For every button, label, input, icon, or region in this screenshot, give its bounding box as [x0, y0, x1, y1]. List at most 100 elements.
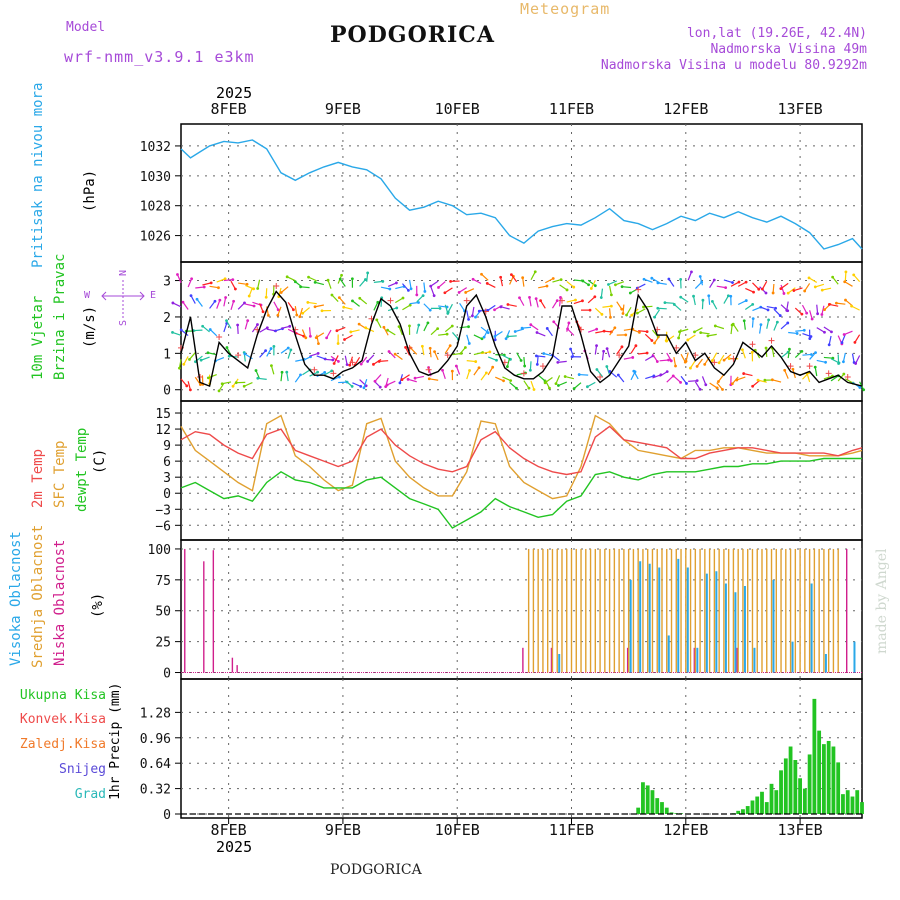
- y-tick-label: 0.96: [140, 732, 171, 747]
- wind-arrow-head: [233, 287, 237, 291]
- wind-arrow: [687, 334, 696, 341]
- wind-arrow: [815, 283, 825, 288]
- wind-arrow: [523, 357, 526, 367]
- wind-arrow-head: [735, 378, 739, 382]
- wind-arrow-head: [695, 379, 699, 383]
- wind-arrow: [444, 287, 453, 294]
- wind-arrow: [659, 359, 669, 362]
- wind-arrow: [388, 351, 396, 359]
- wind-arrow: [187, 278, 193, 288]
- wind-arrow-head: [295, 313, 299, 317]
- wind-arrow-head: [565, 288, 569, 292]
- wind-arrow: [344, 355, 348, 365]
- wind-arrow: [302, 369, 311, 376]
- wind-arrow-head: [567, 321, 571, 325]
- wind-arrow-head: [810, 353, 813, 356]
- wind-arrow: [294, 306, 298, 316]
- wind-arrow: [248, 287, 253, 297]
- wind-arrow-head: [378, 385, 382, 389]
- wind-arrow-head: [710, 299, 714, 303]
- wind-arrow-head: [707, 294, 711, 298]
- y-tick-label: 15: [155, 407, 171, 422]
- wind-arrow: [851, 353, 855, 363]
- wind-arrow-head: [742, 372, 746, 375]
- wind-arrow-head: [783, 368, 787, 372]
- wind-arrow-head: [534, 297, 538, 301]
- wind-arrow-head: [800, 312, 804, 316]
- wind-arrow: [771, 348, 775, 358]
- wind-arrow: [509, 381, 517, 389]
- wind-arrow: [327, 280, 332, 289]
- wind-arrow-head: [820, 313, 824, 316]
- y-tick-label: 3: [163, 275, 171, 290]
- wind-arrow: [507, 335, 517, 338]
- y-tick-label: 1.28: [140, 706, 171, 721]
- gust-marker: [597, 373, 604, 380]
- wind-arrow-head: [570, 355, 574, 359]
- wind-arrow: [784, 370, 789, 379]
- precip-bar: [736, 810, 741, 814]
- wind-arrow-head: [752, 290, 755, 294]
- wind-arrow-head: [766, 308, 770, 312]
- wind-arrow: [441, 370, 446, 379]
- wind-arrow-head: [703, 362, 707, 366]
- wind-arrow: [687, 271, 693, 281]
- y-tick-label: 50: [155, 605, 171, 620]
- wind-arrow: [360, 356, 368, 365]
- wind-arrow-head: [376, 300, 380, 304]
- wind-arrow: [259, 327, 268, 333]
- wind-arrow: [273, 301, 279, 311]
- wind-arrow: [466, 360, 476, 363]
- wind-arrow-head: [179, 328, 183, 332]
- wind-arrow: [480, 372, 487, 381]
- wind-arrow: [257, 279, 261, 289]
- wind-arrow-head: [243, 352, 247, 356]
- wind-arrow-head: [837, 362, 840, 365]
- compass-arrows-icon: [101, 280, 145, 318]
- wind-arrow-head: [299, 373, 302, 377]
- wind-arrow: [616, 301, 623, 310]
- wind-arrow-head: [285, 370, 289, 374]
- wind-arrow: [566, 280, 575, 288]
- wind-arrow-head: [280, 370, 284, 374]
- wind-arrow-head: [645, 351, 649, 355]
- wind-arrow: [652, 329, 659, 338]
- wind-arrow: [308, 276, 317, 282]
- wind-arrow: [709, 382, 718, 389]
- wind-arrow-head: [788, 347, 791, 351]
- wind-arrow-head: [656, 306, 660, 310]
- wind-arrow-head: [555, 299, 559, 303]
- wind-arrow-head: [247, 294, 251, 298]
- wind-arrow: [223, 323, 228, 333]
- wind-arrow-head: [759, 323, 763, 327]
- wind-arrow-head: [642, 305, 645, 309]
- gust-marker: [768, 337, 775, 344]
- wind-arrow: [316, 355, 326, 360]
- wind-arrow-head: [620, 285, 624, 289]
- wind-arrow: [587, 296, 596, 304]
- wind-arrow: [602, 305, 612, 308]
- wind-arrow: [536, 355, 546, 358]
- wind-arrow: [244, 320, 249, 330]
- wind-arrow: [259, 350, 267, 358]
- wind-arrow-head: [195, 297, 199, 301]
- wind-arrow-head: [199, 383, 202, 387]
- wind-arrow-head: [616, 373, 620, 377]
- wind-arrow-head: [256, 323, 259, 326]
- wind-arrow-head: [831, 275, 835, 279]
- wind-arrow: [374, 374, 382, 382]
- wind-arrow: [773, 321, 778, 331]
- wind-arrow: [423, 282, 426, 292]
- wind-arrow: [200, 356, 210, 361]
- wind-arrow-head: [770, 378, 774, 382]
- wind-arrow: [830, 358, 840, 364]
- wind-arrow: [772, 283, 775, 294]
- wind-arrow-head: [493, 334, 497, 338]
- wind-arrow-head: [358, 296, 362, 300]
- wind-arrow-head: [351, 299, 354, 303]
- wind-arrow: [401, 374, 410, 381]
- precip-bar: [650, 790, 655, 814]
- wind-arrow-head: [335, 329, 339, 333]
- wind-arrow-head: [586, 385, 589, 389]
- wind-arrow-head: [189, 388, 192, 392]
